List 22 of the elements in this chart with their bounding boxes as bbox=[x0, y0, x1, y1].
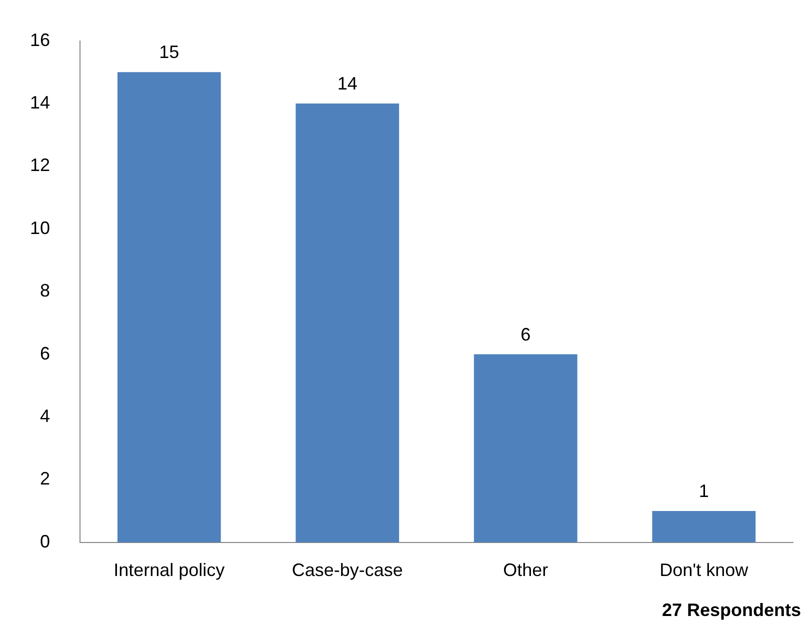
text: 27 Respondents bbox=[662, 600, 801, 620]
x-tick-label: Don't know bbox=[660, 560, 750, 580]
y-tick-label: 6 bbox=[40, 343, 50, 364]
y-tick-label: 12 bbox=[30, 155, 50, 176]
data-label: 15 bbox=[159, 42, 180, 62]
bar bbox=[652, 511, 756, 542]
data-label: 14 bbox=[337, 73, 358, 94]
y-tick-label: 16 bbox=[30, 30, 50, 50]
y-tick-label: 14 bbox=[30, 92, 50, 112]
y-tick-label: 4 bbox=[40, 406, 50, 426]
bar bbox=[117, 72, 221, 542]
y-tick-label: 10 bbox=[30, 218, 50, 238]
bar bbox=[296, 104, 400, 542]
data-label: 6 bbox=[520, 324, 531, 344]
bar bbox=[474, 354, 578, 542]
y-tick-label: 0 bbox=[40, 531, 50, 552]
y-tick-label: 8 bbox=[40, 280, 50, 301]
data-label: 1 bbox=[698, 481, 709, 502]
x-tick-label: Internal policy bbox=[114, 560, 225, 580]
y-tick-label: 2 bbox=[40, 468, 50, 489]
x-tick-label: Case-by-case bbox=[292, 560, 403, 580]
x-tick-label: Other bbox=[503, 560, 548, 580]
